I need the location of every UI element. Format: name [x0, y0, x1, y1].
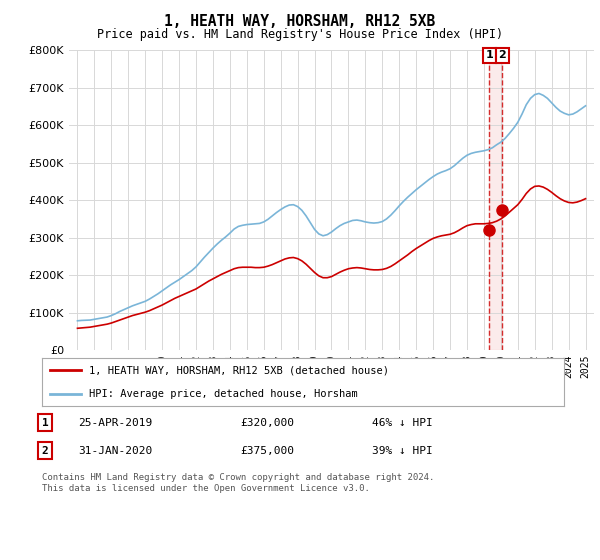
Text: 39% ↓ HPI: 39% ↓ HPI — [372, 446, 433, 456]
Text: 1, HEATH WAY, HORSHAM, RH12 5XB (detached house): 1, HEATH WAY, HORSHAM, RH12 5XB (detache… — [89, 365, 389, 375]
Text: 1: 1 — [41, 418, 49, 428]
Text: HPI: Average price, detached house, Horsham: HPI: Average price, detached house, Hors… — [89, 389, 358, 399]
Text: 2: 2 — [499, 50, 506, 60]
Text: £320,000: £320,000 — [240, 418, 294, 428]
Text: £375,000: £375,000 — [240, 446, 294, 456]
Bar — [490, 50, 502, 350]
Text: Contains HM Land Registry data © Crown copyright and database right 2024.
This d: Contains HM Land Registry data © Crown c… — [42, 473, 434, 493]
Text: 1, HEATH WAY, HORSHAM, RH12 5XB: 1, HEATH WAY, HORSHAM, RH12 5XB — [164, 14, 436, 29]
Text: 46% ↓ HPI: 46% ↓ HPI — [372, 418, 433, 428]
Text: 1: 1 — [485, 50, 493, 60]
Text: 31-JAN-2020: 31-JAN-2020 — [78, 446, 152, 456]
Text: 25-APR-2019: 25-APR-2019 — [78, 418, 152, 428]
Text: Price paid vs. HM Land Registry's House Price Index (HPI): Price paid vs. HM Land Registry's House … — [97, 28, 503, 41]
Text: 2: 2 — [41, 446, 49, 456]
